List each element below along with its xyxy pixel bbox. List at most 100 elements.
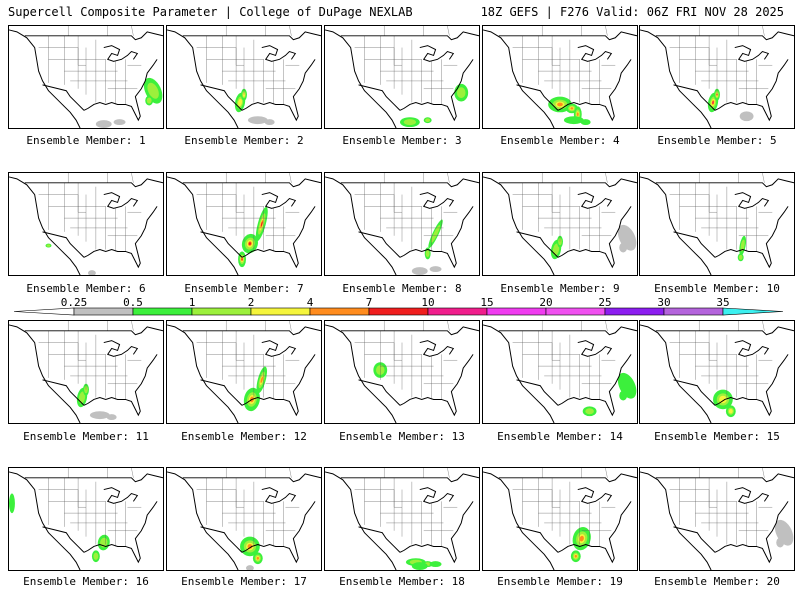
scp-contour-area bbox=[400, 117, 432, 128]
north-america-map bbox=[167, 321, 321, 423]
ensemble-member-caption: Ensemble Member: 10 bbox=[654, 282, 780, 295]
colorbar-low-arrow bbox=[13, 307, 75, 316]
scp-contour-area bbox=[87, 270, 96, 275]
ensemble-member-caption: Ensemble Member: 15 bbox=[654, 430, 780, 443]
ensemble-member-caption: Ensemble Member: 12 bbox=[181, 430, 307, 443]
ensemble-member-map bbox=[639, 25, 795, 129]
boundary-lines bbox=[483, 321, 637, 423]
colorbar-segment bbox=[486, 307, 547, 316]
scp-contour-area bbox=[454, 83, 469, 102]
ensemble-member-caption: Ensemble Member: 3 bbox=[342, 134, 462, 147]
scp-contour-area bbox=[411, 561, 442, 570]
scp-contour-area bbox=[411, 266, 442, 275]
boundary-lines bbox=[9, 26, 163, 128]
boundary-lines bbox=[9, 468, 163, 570]
colorbar-segment bbox=[604, 307, 665, 316]
north-america-map bbox=[9, 468, 163, 570]
scp-contour-area bbox=[739, 111, 754, 122]
scp-contour-area bbox=[240, 536, 263, 565]
ensemble-member-caption: Ensemble Member: 9 bbox=[500, 282, 620, 295]
north-america-map bbox=[167, 26, 321, 128]
scp-contour-area bbox=[247, 116, 275, 126]
ensemble-member-map bbox=[482, 467, 638, 571]
ensemble-member-map bbox=[166, 25, 322, 129]
ensemble-member-caption: Ensemble Member: 6 bbox=[26, 282, 146, 295]
model-run-valid-time: 18Z GEFS | F276 Valid: 06Z FRI NOV 28 20… bbox=[480, 5, 784, 19]
scp-contour-area bbox=[45, 243, 52, 248]
scp-contour-area bbox=[95, 119, 126, 128]
colorbar-segment bbox=[250, 307, 311, 316]
scp-contour-area bbox=[550, 235, 563, 260]
north-america-map bbox=[640, 321, 794, 423]
north-america-map bbox=[483, 321, 637, 423]
ensemble-member-map bbox=[8, 25, 164, 129]
ensemble-member-caption: Ensemble Member: 2 bbox=[184, 134, 304, 147]
boundary-lines bbox=[167, 321, 321, 423]
ensemble-member-map bbox=[324, 320, 480, 424]
scp-contour-area bbox=[563, 116, 591, 126]
scp-contour-area bbox=[617, 372, 637, 401]
ensemble-member-map bbox=[324, 172, 480, 276]
ensemble-member-map bbox=[8, 172, 164, 276]
colorbar-tick-label: 0.5 bbox=[123, 296, 143, 309]
north-america-map bbox=[325, 26, 479, 128]
scp-contour-area bbox=[245, 565, 254, 570]
scp-contour-area bbox=[737, 235, 747, 262]
ensemble-member-map bbox=[639, 320, 795, 424]
ensemble-member-map bbox=[482, 172, 638, 276]
ensemble-member-map bbox=[166, 467, 322, 571]
north-america-map bbox=[640, 26, 794, 128]
ensemble-member-caption: Ensemble Member: 14 bbox=[497, 430, 623, 443]
colorbar-tick-label: 2 bbox=[248, 296, 255, 309]
scp-contour-area bbox=[76, 383, 89, 408]
colorbar-segment bbox=[191, 307, 252, 316]
scp-contour-area bbox=[617, 224, 637, 253]
ensemble-member-caption: Ensemble Member: 16 bbox=[23, 575, 149, 588]
ensemble-member-caption: Ensemble Member: 5 bbox=[657, 134, 777, 147]
scp-contour-area bbox=[582, 406, 597, 417]
north-america-map bbox=[640, 173, 794, 275]
ensemble-member-map bbox=[324, 467, 480, 571]
colorbar-high-arrow bbox=[722, 307, 784, 316]
boundary-lines bbox=[640, 26, 794, 128]
north-america-map bbox=[9, 26, 163, 128]
ensemble-member-caption: Ensemble Member: 19 bbox=[497, 575, 623, 588]
boundary-lines bbox=[325, 321, 479, 423]
map-title: Supercell Composite Parameter | College … bbox=[8, 5, 413, 19]
north-america-map bbox=[325, 468, 479, 570]
colorbar-tick-label: 20 bbox=[539, 296, 552, 309]
scp-contour-area bbox=[91, 534, 110, 563]
colorbar-tick-label: 35 bbox=[716, 296, 729, 309]
boundary-lines bbox=[9, 173, 163, 275]
colorbar-segment bbox=[663, 307, 724, 316]
colorbar-tick-label: 0.25 bbox=[61, 296, 88, 309]
scp-contour-area bbox=[774, 519, 794, 548]
boundary-lines bbox=[9, 321, 163, 423]
colorbar-tick-label: 1 bbox=[189, 296, 196, 309]
north-america-map bbox=[325, 173, 479, 275]
boundary-lines bbox=[167, 26, 321, 128]
north-america-map bbox=[640, 468, 794, 570]
colorbar-tick-label: 7 bbox=[366, 296, 373, 309]
boundary-lines bbox=[640, 321, 794, 423]
ensemble-member-map bbox=[8, 320, 164, 424]
boundary-lines bbox=[325, 173, 479, 275]
north-america-map bbox=[9, 321, 163, 423]
scp-contour-area bbox=[424, 219, 443, 260]
boundary-lines bbox=[167, 468, 321, 570]
boundary-lines bbox=[483, 173, 637, 275]
boundary-lines bbox=[325, 26, 479, 128]
ensemble-member-caption: Ensemble Member: 18 bbox=[339, 575, 465, 588]
color-scale-legend: 0.25 0.5 1 2 4 7 10 15 20 25 30 35 bbox=[13, 296, 784, 316]
ensemble-member-caption: Ensemble Member: 20 bbox=[654, 575, 780, 588]
ensemble-member-caption: Ensemble Member: 7 bbox=[184, 282, 304, 295]
boundary-lines bbox=[640, 468, 794, 570]
ensemble-member-caption: Ensemble Member: 13 bbox=[339, 430, 465, 443]
ensemble-member-map bbox=[324, 25, 480, 129]
scp-contour-area bbox=[243, 366, 267, 412]
north-america-map bbox=[9, 173, 163, 275]
ensemble-member-map bbox=[166, 172, 322, 276]
ensemble-member-caption: Ensemble Member: 11 bbox=[23, 430, 149, 443]
ensemble-member-caption: Ensemble Member: 1 bbox=[26, 134, 146, 147]
colorbar-tick-label: 30 bbox=[657, 296, 670, 309]
